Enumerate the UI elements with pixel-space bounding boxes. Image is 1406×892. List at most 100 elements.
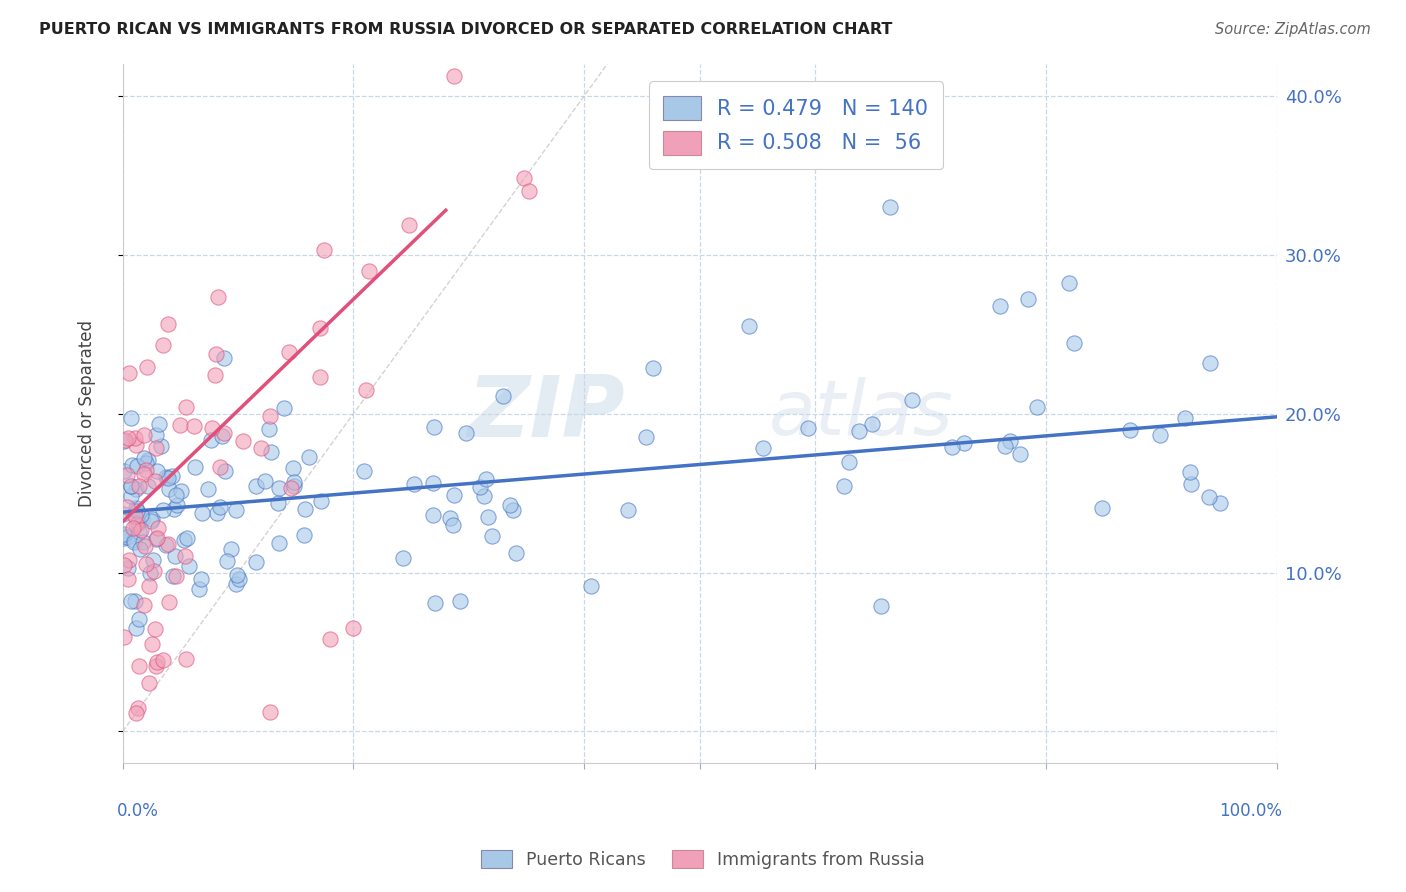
Point: [441, 517, 464, 532]
Point: [359, 263, 381, 277]
Point: [309, 494, 332, 508]
Point: [1119, 423, 1142, 437]
Point: [201, 421, 224, 435]
Point: [225, 502, 247, 516]
Point: [169, 417, 191, 432]
Point: [197, 483, 219, 497]
Point: [257, 422, 280, 436]
Point: [157, 317, 180, 331]
Point: [118, 552, 141, 566]
Point: [1199, 356, 1222, 370]
Point: [127, 701, 149, 715]
Point: [226, 567, 249, 582]
Point: [115, 500, 138, 515]
Point: [176, 531, 198, 545]
Legend: Puerto Ricans, Immigrants from Russia: Puerto Ricans, Immigrants from Russia: [474, 844, 932, 876]
Point: [267, 536, 290, 550]
Point: [468, 480, 491, 494]
Point: [797, 421, 820, 435]
Point: [138, 676, 160, 690]
Point: [129, 523, 152, 537]
Point: [131, 508, 153, 523]
Point: [212, 351, 235, 366]
Point: [125, 458, 148, 473]
Point: [120, 594, 142, 608]
Point: [292, 527, 315, 541]
Point: [474, 471, 496, 485]
Point: [232, 434, 254, 449]
Point: [205, 506, 228, 520]
Point: [259, 409, 281, 424]
Point: [502, 503, 524, 517]
Point: [118, 367, 141, 381]
Point: [174, 549, 197, 564]
Point: [402, 477, 425, 491]
Point: [125, 516, 148, 531]
Point: [155, 538, 177, 552]
Point: [1180, 477, 1202, 491]
Point: [1178, 465, 1201, 479]
Point: [392, 550, 415, 565]
Point: [128, 659, 150, 673]
Point: [1174, 411, 1197, 425]
Point: [204, 368, 226, 383]
Point: [124, 432, 146, 446]
Point: [280, 481, 302, 495]
Point: [1057, 277, 1080, 291]
Point: [1209, 496, 1232, 510]
Point: [283, 460, 305, 475]
Point: [752, 441, 775, 455]
Point: [1091, 501, 1114, 516]
Point: [170, 483, 193, 498]
Point: [283, 475, 305, 489]
Point: [245, 478, 267, 492]
Point: [342, 621, 364, 635]
Point: [128, 612, 150, 626]
Y-axis label: Divorced or Separated: Divorced or Separated: [79, 320, 96, 508]
Point: [120, 411, 142, 425]
Legend: R = 0.479   N = 140, R = 0.508   N =  56: R = 0.479 N = 140, R = 0.508 N = 56: [648, 81, 943, 169]
Point: [998, 434, 1021, 449]
Point: [112, 434, 135, 449]
Point: [259, 706, 281, 720]
Point: [122, 534, 145, 549]
Point: [209, 500, 232, 514]
Point: [145, 428, 167, 442]
Point: [200, 433, 222, 447]
Point: [273, 401, 295, 416]
Point: [134, 451, 156, 466]
Point: [211, 428, 233, 442]
Point: [152, 502, 174, 516]
Point: [1149, 428, 1171, 442]
Point: [499, 498, 522, 512]
Point: [146, 531, 169, 545]
Point: [125, 503, 148, 517]
Point: [124, 706, 146, 720]
Point: [1026, 400, 1049, 414]
Point: [115, 530, 138, 544]
Point: [128, 479, 150, 493]
Point: [125, 621, 148, 635]
Point: [250, 441, 273, 455]
Point: [152, 653, 174, 667]
Point: [132, 467, 155, 482]
Point: [112, 630, 135, 644]
Point: [353, 464, 375, 478]
Point: [212, 426, 235, 441]
Point: [254, 474, 277, 488]
Point: [443, 488, 465, 502]
Point: [454, 425, 477, 440]
Point: [146, 655, 169, 669]
Point: [838, 455, 860, 469]
Point: [159, 482, 181, 496]
Point: [517, 184, 540, 198]
Point: [228, 572, 250, 586]
Point: [145, 442, 167, 456]
Point: [135, 456, 157, 470]
Point: [245, 555, 267, 569]
Point: [205, 347, 228, 361]
Point: [439, 511, 461, 525]
Text: atlas: atlas: [769, 376, 953, 450]
Point: [112, 526, 135, 541]
Point: [901, 392, 924, 407]
